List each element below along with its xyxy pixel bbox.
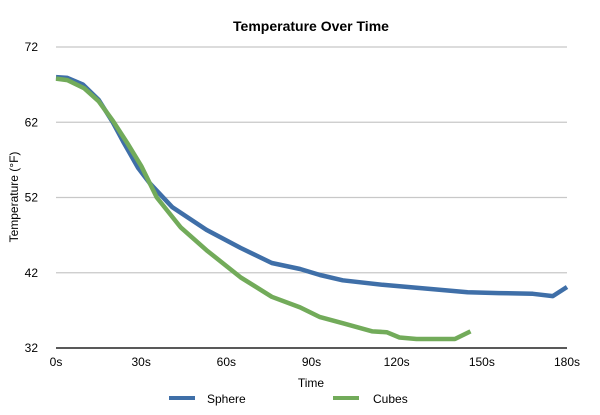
x-axis-label: Time: [298, 376, 325, 390]
x-tick-label: 30s: [131, 355, 150, 369]
legend: Sphere Cubes: [169, 392, 408, 406]
chart-title: Temperature Over Time: [233, 18, 389, 34]
series-line-cubes: [55, 76, 472, 342]
y-tick-label: 72: [25, 40, 39, 54]
x-tick-label: 0s: [50, 355, 63, 369]
x-tick-label: 180s: [554, 355, 580, 369]
x-tick-label: 90s: [302, 355, 321, 369]
y-tick-label: 52: [25, 191, 39, 205]
x-tick-label: 60s: [217, 355, 236, 369]
legend-label-cubes: Cubes: [373, 392, 408, 406]
y-tick-label: 32: [25, 341, 39, 355]
series-line-sphere: [55, 74, 569, 299]
x-tick-label: 150s: [469, 355, 495, 369]
y-axis-label: Temperature (°F): [7, 152, 21, 243]
legend-label-sphere: Sphere: [207, 392, 246, 406]
y-tick-label: 42: [25, 266, 39, 280]
x-tick-label: 120s: [384, 355, 410, 369]
y-tick-label: 62: [25, 115, 39, 129]
